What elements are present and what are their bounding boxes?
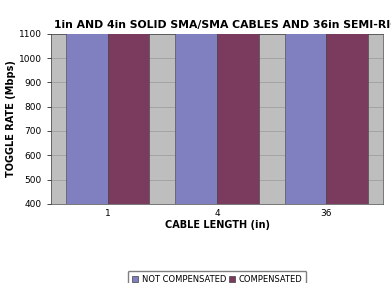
Bar [66,0,108,204]
X-axis label: CABLE LENGTH (in): CABLE LENGTH (in) [165,220,269,230]
Text: 1in AND 4in SOLID SMA/SMA CABLES AND 36in SEMI-RIGID CABLE: 1in AND 4in SOLID SMA/SMA CABLES AND 36i… [54,20,391,30]
Bar [108,0,149,204]
Bar [217,0,258,204]
Bar [285,0,326,204]
Legend: NOT COMPENSATED, COMPENSATED: NOT COMPENSATED, COMPENSATED [127,271,307,283]
Bar [326,0,368,204]
Bar [176,0,217,204]
Y-axis label: TOGGLE RATE (Mbps): TOGGLE RATE (Mbps) [6,61,16,177]
